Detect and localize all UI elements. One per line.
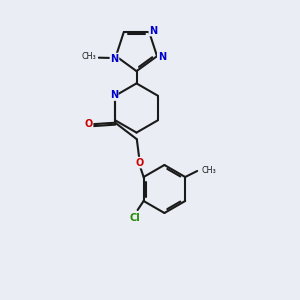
Text: CH₃: CH₃ bbox=[81, 52, 96, 61]
Text: CH₃: CH₃ bbox=[201, 166, 216, 175]
Text: Cl: Cl bbox=[130, 213, 141, 224]
Text: N: N bbox=[158, 52, 166, 62]
Text: O: O bbox=[136, 158, 144, 168]
Text: N: N bbox=[110, 54, 118, 64]
Text: O: O bbox=[84, 119, 93, 129]
Text: N: N bbox=[149, 26, 158, 35]
Text: N: N bbox=[110, 90, 118, 100]
